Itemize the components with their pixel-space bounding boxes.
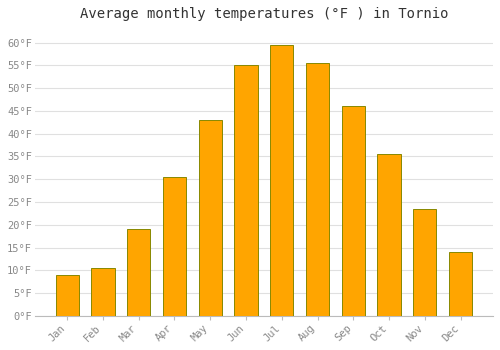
Bar	[163, 177, 186, 316]
Bar	[127, 229, 150, 316]
Bar	[270, 45, 293, 316]
Title: Average monthly temperatures (°F ) in Tornio: Average monthly temperatures (°F ) in To…	[80, 7, 448, 21]
Bar	[449, 252, 472, 316]
Bar	[413, 209, 436, 316]
Bar	[378, 154, 400, 316]
Bar	[198, 120, 222, 316]
Bar	[56, 275, 79, 316]
Bar	[306, 63, 329, 316]
Bar	[342, 106, 365, 316]
Bar	[234, 65, 258, 316]
Bar	[92, 268, 114, 316]
